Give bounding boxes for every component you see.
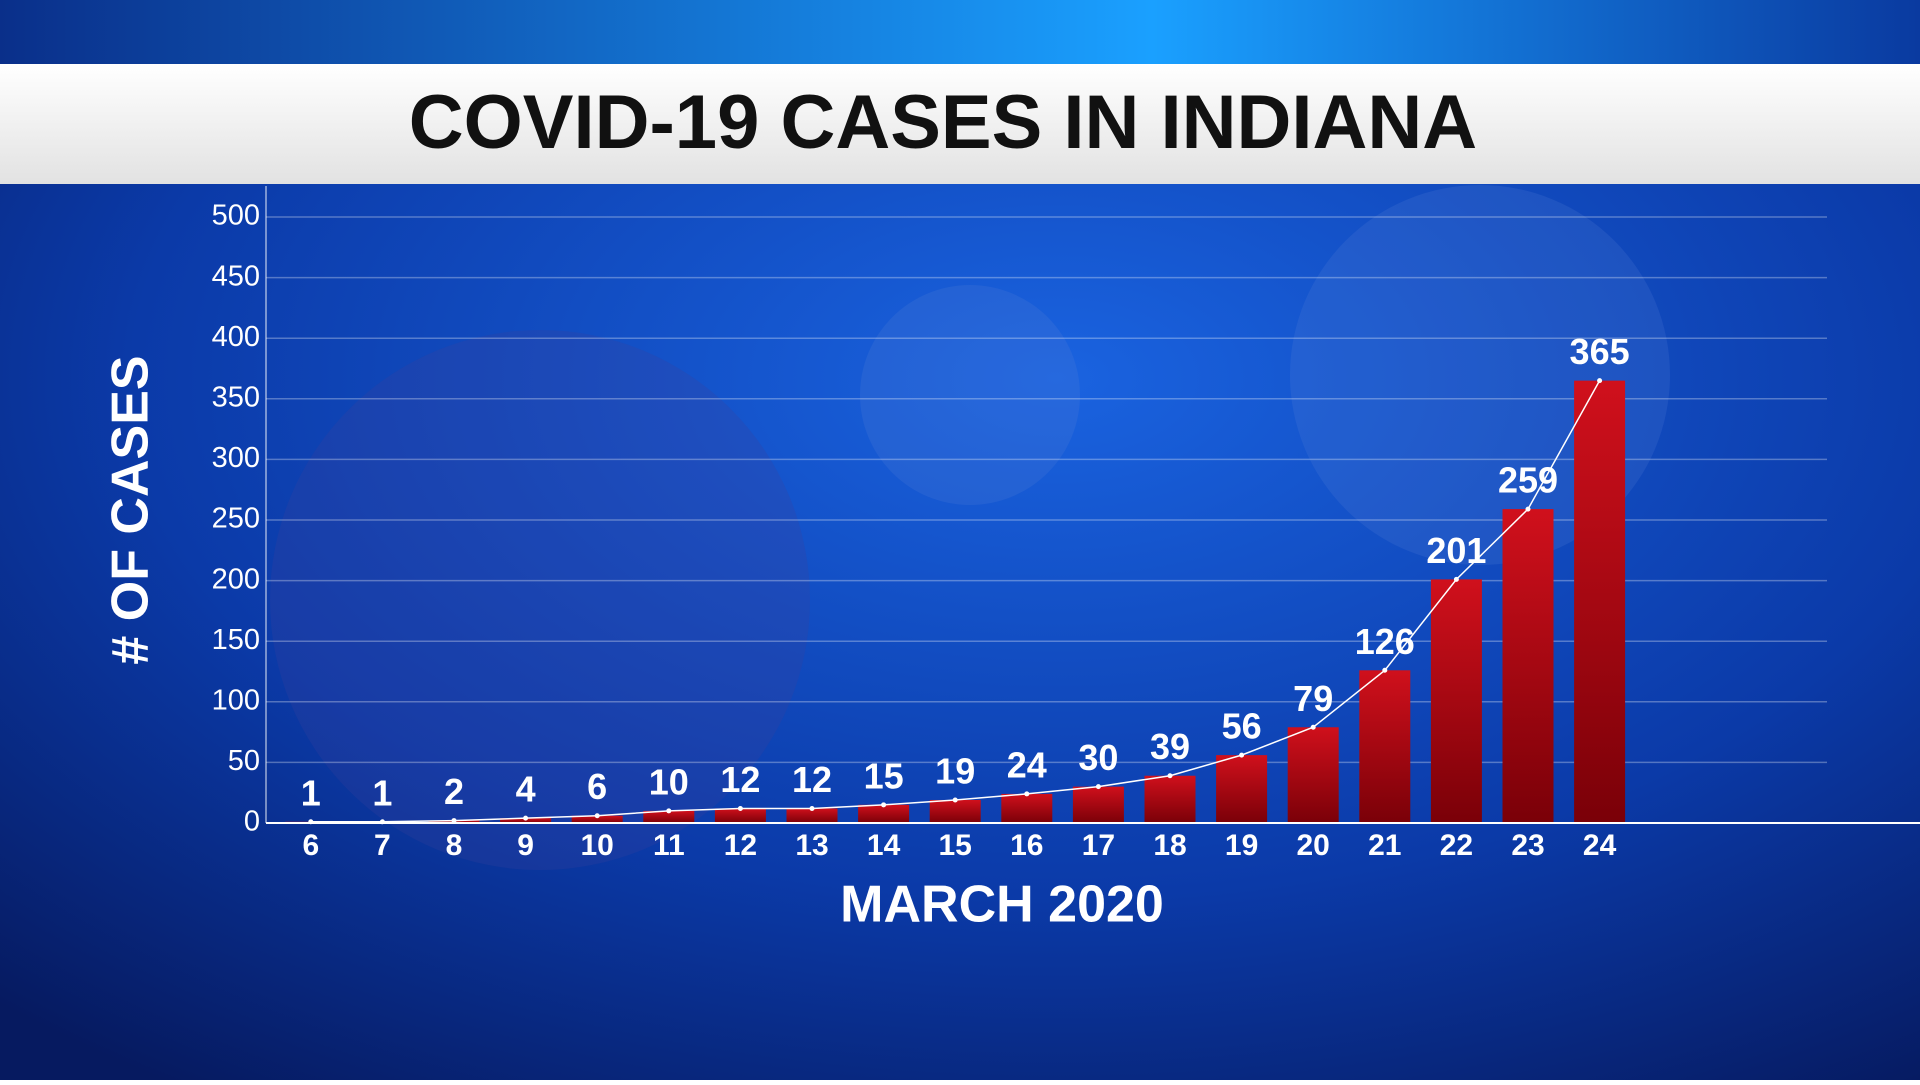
- value-label: 259: [1498, 460, 1558, 501]
- trend-point: [881, 802, 887, 808]
- value-label: 126: [1355, 621, 1415, 662]
- x-axis-label: MARCH 2020: [840, 876, 1164, 934]
- value-label: 15: [864, 755, 904, 796]
- x-tick-label: 9: [517, 829, 534, 862]
- value-label: 6: [587, 766, 607, 807]
- virus-decoration: [860, 285, 1080, 505]
- trend-point: [737, 805, 743, 811]
- x-tick-label: 16: [1010, 829, 1043, 862]
- bar: [1574, 380, 1626, 823]
- title-banner: [0, 64, 1920, 184]
- trend-point: [379, 819, 385, 825]
- trend-point: [523, 815, 529, 821]
- chart-title: COVID-19 CASES IN INDIANA: [409, 80, 1477, 165]
- y-tick-label: 0: [244, 806, 260, 838]
- value-label: 24: [1007, 744, 1047, 785]
- x-tick-label: 11: [653, 829, 685, 862]
- y-tick-label: 250: [212, 503, 260, 535]
- trend-point: [594, 813, 600, 819]
- trend-point: [809, 805, 815, 811]
- bar: [1502, 509, 1554, 823]
- trend-point: [1525, 506, 1531, 512]
- x-tick-label: 22: [1440, 829, 1473, 862]
- bar: [1430, 579, 1482, 823]
- y-tick-label: 300: [212, 442, 260, 474]
- y-tick-label: 200: [212, 563, 260, 595]
- value-label: 4: [516, 769, 536, 810]
- trend-point: [451, 818, 457, 824]
- trend-point: [1382, 667, 1388, 673]
- y-tick-label: 500: [212, 200, 260, 232]
- trend-point: [1453, 576, 1459, 582]
- bar: [786, 808, 838, 823]
- top-glow: [0, 0, 1920, 64]
- value-label: 365: [1570, 331, 1630, 372]
- x-tick-label: 6: [302, 829, 319, 862]
- bar: [1072, 786, 1124, 823]
- trend-point: [666, 808, 672, 814]
- value-label: 19: [935, 750, 975, 791]
- value-label: 79: [1293, 678, 1333, 719]
- x-tick-label: 10: [581, 829, 614, 862]
- value-label: 56: [1222, 706, 1262, 747]
- x-tick-label: 19: [1225, 829, 1258, 862]
- trend-point: [1095, 784, 1101, 790]
- y-tick-label: 150: [212, 624, 260, 656]
- y-tick-label: 100: [212, 684, 260, 716]
- x-tick-label: 20: [1297, 829, 1330, 862]
- x-tick-label: 17: [1082, 829, 1115, 862]
- value-label: 10: [649, 761, 689, 802]
- x-tick-label: 12: [724, 829, 757, 862]
- value-label: 12: [720, 759, 760, 800]
- y-tick-label: 50: [228, 745, 260, 777]
- trend-point: [308, 819, 314, 825]
- bar: [714, 808, 766, 823]
- x-tick-label: 14: [867, 829, 901, 862]
- x-tick-label: 24: [1583, 829, 1617, 862]
- value-label: 2: [444, 771, 464, 812]
- x-tick-label: 13: [795, 829, 828, 862]
- bar: [1144, 775, 1196, 823]
- value-label: 201: [1426, 530, 1486, 571]
- x-tick-label: 23: [1511, 829, 1544, 862]
- virus-decoration: [270, 330, 810, 870]
- value-label: 12: [792, 759, 832, 800]
- bar: [1359, 670, 1411, 823]
- bar: [571, 815, 623, 823]
- y-axis-label: # OF CASES: [102, 355, 160, 664]
- x-tick-label: 15: [939, 829, 972, 862]
- trend-point: [1597, 378, 1603, 384]
- bar: [643, 810, 695, 823]
- bar: [929, 799, 981, 823]
- trend-point: [1024, 791, 1030, 797]
- value-label: 1: [372, 772, 392, 813]
- trend-point: [1239, 752, 1245, 758]
- y-tick-label: 450: [212, 260, 260, 292]
- bar: [1216, 755, 1268, 823]
- y-tick-label: 400: [212, 321, 260, 353]
- x-tick-label: 8: [446, 829, 463, 862]
- value-label: 30: [1078, 737, 1118, 778]
- trend-point: [1310, 724, 1316, 730]
- x-tick-label: 18: [1153, 829, 1186, 862]
- value-label: 39: [1150, 726, 1190, 767]
- bar: [1001, 793, 1053, 823]
- value-label: 1: [301, 772, 321, 813]
- trend-point: [1167, 773, 1173, 779]
- bar: [858, 804, 910, 823]
- trend-point: [952, 797, 958, 803]
- x-tick-label: 21: [1368, 829, 1401, 862]
- bar: [1287, 727, 1339, 823]
- y-tick-label: 350: [212, 381, 260, 413]
- x-tick-label: 7: [374, 829, 391, 862]
